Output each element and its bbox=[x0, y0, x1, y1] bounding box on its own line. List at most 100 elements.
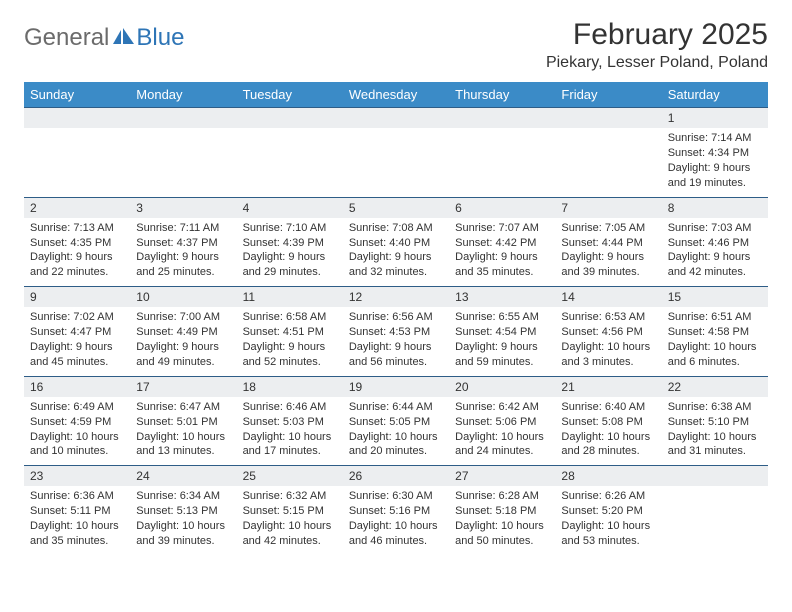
day-number: 9 bbox=[24, 290, 37, 304]
calendar-cell-empty bbox=[449, 107, 555, 197]
sunrise-line: Sunrise: 7:02 AM bbox=[30, 310, 124, 325]
sunset-line: Sunset: 5:03 PM bbox=[243, 415, 337, 430]
weekday-header: Friday bbox=[555, 82, 661, 107]
day-number-row: 10 bbox=[130, 287, 236, 307]
day-number-row: 24 bbox=[130, 466, 236, 486]
sunset-line: Sunset: 5:08 PM bbox=[561, 415, 655, 430]
daylight-line: Daylight: 10 hours and 53 minutes. bbox=[561, 519, 655, 549]
weekday-header: Monday bbox=[130, 82, 236, 107]
sunrise-line: Sunrise: 6:26 AM bbox=[561, 489, 655, 504]
weekday-header: Wednesday bbox=[343, 82, 449, 107]
day-number: 3 bbox=[130, 201, 143, 215]
sunset-line: Sunset: 5:15 PM bbox=[243, 504, 337, 519]
calendar-cell: 24Sunrise: 6:34 AMSunset: 5:13 PMDayligh… bbox=[130, 465, 236, 555]
calendar-cell: 14Sunrise: 6:53 AMSunset: 4:56 PMDayligh… bbox=[555, 286, 661, 376]
calendar-cell-empty bbox=[130, 107, 236, 197]
day-number: 16 bbox=[24, 380, 43, 394]
day-number: 18 bbox=[237, 380, 256, 394]
day-number: 17 bbox=[130, 380, 149, 394]
day-number-row: 28 bbox=[555, 466, 661, 486]
daylight-line: Daylight: 9 hours and 25 minutes. bbox=[136, 250, 230, 280]
sunrise-line: Sunrise: 6:55 AM bbox=[455, 310, 549, 325]
daylight-line: Daylight: 10 hours and 50 minutes. bbox=[455, 519, 549, 549]
title-block: February 2025 Piekary, Lesser Poland, Po… bbox=[546, 18, 768, 72]
day-number-row: 16 bbox=[24, 377, 130, 397]
daylight-line: Daylight: 10 hours and 28 minutes. bbox=[561, 430, 655, 460]
sunset-line: Sunset: 5:01 PM bbox=[136, 415, 230, 430]
day-number-row: 20 bbox=[449, 377, 555, 397]
page-title: February 2025 bbox=[546, 18, 768, 52]
daylight-line: Daylight: 9 hours and 56 minutes. bbox=[349, 340, 443, 370]
day-number-row: 9 bbox=[24, 287, 130, 307]
sunset-line: Sunset: 5:18 PM bbox=[455, 504, 549, 519]
calendar-cell: 3Sunrise: 7:11 AMSunset: 4:37 PMDaylight… bbox=[130, 197, 236, 287]
daylight-line: Daylight: 9 hours and 59 minutes. bbox=[455, 340, 549, 370]
weekday-header: Thursday bbox=[449, 82, 555, 107]
day-number-row: 6 bbox=[449, 198, 555, 218]
day-number: 22 bbox=[662, 380, 681, 394]
day-number: 20 bbox=[449, 380, 468, 394]
daylight-line: Daylight: 9 hours and 52 minutes. bbox=[243, 340, 337, 370]
sunrise-line: Sunrise: 6:38 AM bbox=[668, 400, 762, 415]
calendar-cell: 27 Sunrise: 6:28 AMSunset: 5:18 PMDayligh… bbox=[449, 465, 555, 555]
sunset-line: Sunset: 4:56 PM bbox=[561, 325, 655, 340]
day-number-row: 5 bbox=[343, 198, 449, 218]
day-number-row: 17 bbox=[130, 377, 236, 397]
sunrise-line: Sunrise: 6:34 AM bbox=[136, 489, 230, 504]
sunrise-line: Sunrise: 6:47 AM bbox=[136, 400, 230, 415]
sunset-line: Sunset: 4:49 PM bbox=[136, 325, 230, 340]
calendar-cell: 15Sunrise: 6:51 AMSunset: 4:58 PMDayligh… bbox=[662, 286, 768, 376]
sunset-line: Sunset: 5:16 PM bbox=[349, 504, 443, 519]
calendar-cell: 11Sunrise: 6:58 AMSunset: 4:51 PMDayligh… bbox=[237, 286, 343, 376]
sunrise-line: Sunrise: 7:05 AM bbox=[561, 221, 655, 236]
day-number-row: 27 bbox=[449, 466, 555, 486]
sunset-line: Sunset: 4:59 PM bbox=[30, 415, 124, 430]
sunrise-line: Sunrise: 6:51 AM bbox=[668, 310, 762, 325]
daylight-line: Daylight: 9 hours and 39 minutes. bbox=[561, 250, 655, 280]
calendar-cell: 5Sunrise: 7:08 AMSunset: 4:40 PMDaylight… bbox=[343, 197, 449, 287]
sunset-line: Sunset: 4:44 PM bbox=[561, 236, 655, 251]
day-number-row: 25 bbox=[237, 466, 343, 486]
daylight-line: Daylight: 10 hours and 42 minutes. bbox=[243, 519, 337, 549]
calendar-cell-empty bbox=[555, 107, 661, 197]
sunrise-line: Sunrise: 6:32 AM bbox=[243, 489, 337, 504]
calendar-cell: 19Sunrise: 6:44 AMSunset: 5:05 PMDayligh… bbox=[343, 376, 449, 466]
calendar-cell: 6Sunrise: 7:07 AMSunset: 4:42 PMDaylight… bbox=[449, 197, 555, 287]
calendar-cell-empty bbox=[237, 107, 343, 197]
calendar-cell: 25 Sunrise: 6:32 AMSunset: 5:15 PMDayligh… bbox=[237, 465, 343, 555]
sunrise-line: Sunrise: 7:03 AM bbox=[668, 221, 762, 236]
daylight-line: Daylight: 9 hours and 45 minutes. bbox=[30, 340, 124, 370]
calendar-cell: 4Sunrise: 7:10 AMSunset: 4:39 PMDaylight… bbox=[237, 197, 343, 287]
day-number: 7 bbox=[555, 201, 568, 215]
daylight-line: Daylight: 9 hours and 19 minutes. bbox=[668, 161, 762, 191]
weekday-header: Sunday bbox=[24, 82, 130, 107]
calendar-cell: 1Sunrise: 7:14 AMSunset: 4:34 PMDaylight… bbox=[662, 107, 768, 197]
daylight-line: Daylight: 9 hours and 22 minutes. bbox=[30, 250, 124, 280]
day-number: 5 bbox=[343, 201, 356, 215]
sunrise-line: Sunrise: 6:28 AM bbox=[455, 489, 549, 504]
day-number-row: 18 bbox=[237, 377, 343, 397]
daylight-line: Daylight: 10 hours and 6 minutes. bbox=[668, 340, 762, 370]
day-number: 25 bbox=[237, 469, 256, 483]
day-number: 13 bbox=[449, 290, 468, 304]
daylight-line: Daylight: 10 hours and 24 minutes. bbox=[455, 430, 549, 460]
sunrise-line: Sunrise: 6:58 AM bbox=[243, 310, 337, 325]
day-number: 12 bbox=[343, 290, 362, 304]
sunset-line: Sunset: 4:51 PM bbox=[243, 325, 337, 340]
calendar-cell: 7 Sunrise: 7:05 AMSunset: 4:44 PMDaylight… bbox=[555, 197, 661, 287]
calendar-grid: 1Sunrise: 7:14 AMSunset: 4:34 PMDaylight… bbox=[24, 107, 768, 555]
sunset-line: Sunset: 4:46 PM bbox=[668, 236, 762, 251]
weekday-header: Tuesday bbox=[237, 82, 343, 107]
calendar-cell: 28Sunrise: 6:26 AMSunset: 5:20 PMDayligh… bbox=[555, 465, 661, 555]
calendar-cell: 12Sunrise: 6:56 AMSunset: 4:53 PMDayligh… bbox=[343, 286, 449, 376]
sunset-line: Sunset: 4:40 PM bbox=[349, 236, 443, 251]
daylight-line: Daylight: 10 hours and 31 minutes. bbox=[668, 430, 762, 460]
calendar-cell: 17Sunrise: 6:47 AMSunset: 5:01 PMDayligh… bbox=[130, 376, 236, 466]
sunrise-line: Sunrise: 7:13 AM bbox=[30, 221, 124, 236]
sunrise-line: Sunrise: 6:30 AM bbox=[349, 489, 443, 504]
sunrise-line: Sunrise: 6:44 AM bbox=[349, 400, 443, 415]
calendar-cell: 16Sunrise: 6:49 AMSunset: 4:59 PMDayligh… bbox=[24, 376, 130, 466]
day-number-row: 15 bbox=[662, 287, 768, 307]
day-number-row: 12 bbox=[343, 287, 449, 307]
day-number: 15 bbox=[662, 290, 681, 304]
